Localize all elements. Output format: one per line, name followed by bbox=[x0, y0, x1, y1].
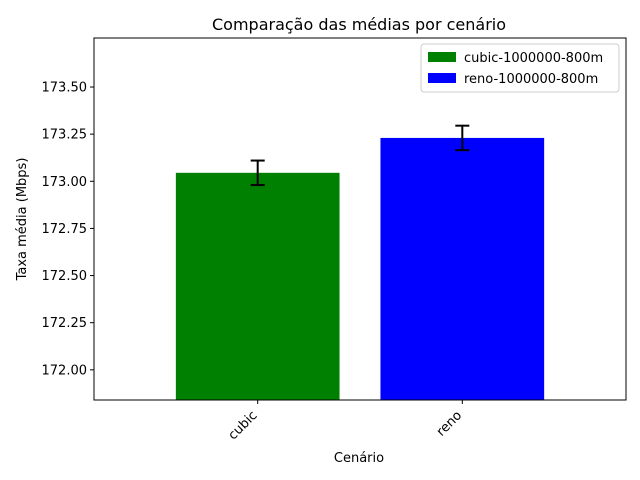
plot-frame bbox=[93, 37, 627, 401]
y-tick-label: 173.50 bbox=[42, 81, 88, 96]
legend-label-cubic: cubic-1000000-800m bbox=[464, 51, 603, 66]
y-tick-label: 173.25 bbox=[42, 128, 88, 143]
x-axis-label: Cenário bbox=[334, 451, 384, 466]
legend-box bbox=[420, 43, 620, 93]
chart-title: Comparação das médias por cenário bbox=[212, 15, 506, 34]
y-tick-label: 172.75 bbox=[42, 222, 88, 237]
x-tick-label-reno: reno bbox=[434, 408, 465, 439]
legend-swatch-reno bbox=[428, 73, 456, 83]
legend-swatch-cubic bbox=[428, 52, 456, 62]
y-tick-label: 172.00 bbox=[42, 363, 88, 378]
y-axis-label: Taxa média (Mbps) bbox=[15, 158, 30, 282]
bar-cubic bbox=[175, 172, 340, 400]
legend-label-reno: reno-1000000-800m bbox=[464, 72, 598, 87]
y-tick-label: 173.00 bbox=[42, 175, 88, 190]
x-tick-label-cubic: cubic bbox=[226, 408, 261, 443]
bar-reno bbox=[380, 137, 545, 401]
y-tick-label: 172.50 bbox=[42, 269, 88, 284]
y-tick-label: 172.25 bbox=[42, 316, 88, 331]
legend: cubic-1000000-800m reno-1000000-800m bbox=[420, 43, 620, 93]
